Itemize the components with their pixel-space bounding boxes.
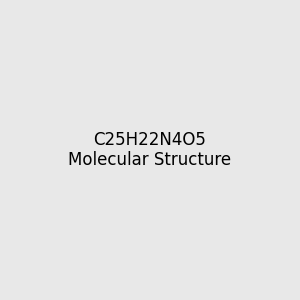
Text: C25H22N4O5
Molecular Structure: C25H22N4O5 Molecular Structure bbox=[68, 130, 232, 170]
